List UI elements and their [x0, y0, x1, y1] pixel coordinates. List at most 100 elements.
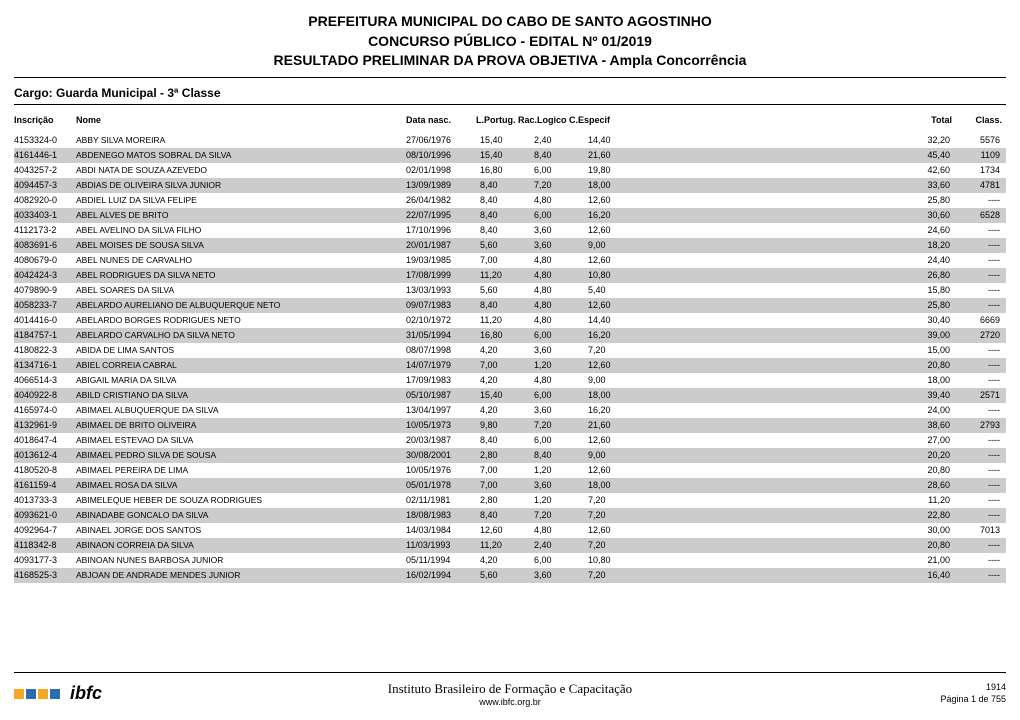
results-table: Inscrição Nome Data nasc. L.Portug. Rac.…: [14, 111, 1006, 583]
cell-total: 30,60: [906, 210, 956, 220]
cell-nome: ABEL ALVES DE BRITO: [76, 210, 406, 220]
table-row: 4168525-3ABJOAN DE ANDRADE MENDES JUNIOR…: [14, 568, 1006, 583]
cell-class: ----: [956, 240, 1006, 250]
cell-date: 10/05/1973: [406, 420, 476, 430]
cell-nome: ABJOAN DE ANDRADE MENDES JUNIOR: [76, 570, 406, 580]
cell-class: ----: [956, 465, 1006, 475]
footer-stamp: 1914: [940, 682, 1006, 694]
cell-inscricao: 4092964-7: [14, 525, 76, 535]
table-row: 4093177-3ABINOAN NUNES BARBOSA JUNIOR05/…: [14, 553, 1006, 568]
divider: [14, 104, 1006, 105]
footer-page: Página 1 de 755: [940, 694, 1006, 706]
cell-score2: 1,20: [530, 360, 584, 370]
cell-total: 42,60: [906, 165, 956, 175]
cell-score2: 6,00: [530, 165, 584, 175]
header-line2: CONCURSO PÚBLICO - EDITAL Nº 01/2019: [14, 32, 1006, 52]
cell-nome: ABDIEL LUIZ DA SILVA FELIPE: [76, 195, 406, 205]
table-row: 4014416-0ABELARDO BORGES RODRIGUES NETO0…: [14, 313, 1006, 328]
cell-inscricao: 4083691-6: [14, 240, 76, 250]
cell-nome: ABDI NATA DE SOUZA AZEVEDO: [76, 165, 406, 175]
cell-inscricao: 4042424-3: [14, 270, 76, 280]
cell-inscricao: 4082920-0: [14, 195, 76, 205]
cell-class: ----: [956, 375, 1006, 385]
cargo-label: Cargo: Guarda Municipal - 3ª Classe: [14, 84, 1006, 102]
cell-score1: 5,60: [476, 240, 530, 250]
cell-total: 24,00: [906, 405, 956, 415]
cell-total: 39,00: [906, 330, 956, 340]
cell-class: 5576: [956, 135, 1006, 145]
cell-nome: ABELARDO AURELIANO DE ALBUQUERQUE NETO: [76, 300, 406, 310]
cell-score3: 5,40: [584, 285, 654, 295]
cell-inscricao: 4134716-1: [14, 360, 76, 370]
cell-total: 22,80: [906, 510, 956, 520]
cell-score3: 7,20: [584, 540, 654, 550]
cell-score1: 8,40: [476, 510, 530, 520]
cell-total: 16,40: [906, 570, 956, 580]
table-row: 4093621-0ABINADABE GONCALO DA SILVA18/08…: [14, 508, 1006, 523]
cell-class: ----: [956, 570, 1006, 580]
cell-inscricao: 4033403-1: [14, 210, 76, 220]
cell-score1: 2,80: [476, 450, 530, 460]
table-row: 4040922-8ABILD CRISTIANO DA SILVA05/10/1…: [14, 388, 1006, 403]
cell-inscricao: 4058233-7: [14, 300, 76, 310]
footer-center: Instituto Brasileiro de Formação e Capac…: [14, 681, 1006, 707]
cell-class: 1109: [956, 150, 1006, 160]
cell-date: 20/03/1987: [406, 435, 476, 445]
table-row: 4118342-8ABINAON CORREIA DA SILVA11/03/1…: [14, 538, 1006, 553]
cell-score3: 16,20: [584, 210, 654, 220]
cell-nome: ABINAON CORREIA DA SILVA: [76, 540, 406, 550]
cell-date: 13/04/1997: [406, 405, 476, 415]
cell-nome: ABIMAEL ESTEVAO DA SILVA: [76, 435, 406, 445]
cell-nome: ABBY SILVA MOREIRA: [76, 135, 406, 145]
cell-total: 26,80: [906, 270, 956, 280]
cell-inscricao: 4043257-2: [14, 165, 76, 175]
cell-score2: 8,40: [530, 450, 584, 460]
table-row: 4058233-7ABELARDO AURELIANO DE ALBUQUERQ…: [14, 298, 1006, 313]
cell-nome: ABDIAS DE OLIVEIRA SILVA JUNIOR: [76, 180, 406, 190]
header-line1: PREFEITURA MUNICIPAL DO CABO DE SANTO AG…: [14, 12, 1006, 32]
cell-nome: ABEL RODRIGUES DA SILVA NETO: [76, 270, 406, 280]
cell-date: 08/07/1998: [406, 345, 476, 355]
cell-score1: 15,40: [476, 390, 530, 400]
cell-total: 24,60: [906, 225, 956, 235]
cell-score3: 19,80: [584, 165, 654, 175]
cell-date: 19/03/1985: [406, 255, 476, 265]
cell-date: 17/08/1999: [406, 270, 476, 280]
cell-score2: 7,20: [530, 420, 584, 430]
col-data-nasc: Data nasc.: [406, 115, 476, 125]
cell-score1: 8,40: [476, 195, 530, 205]
cell-inscricao: 4161446-1: [14, 150, 76, 160]
cell-total: 25,80: [906, 300, 956, 310]
cell-inscricao: 4184757-1: [14, 330, 76, 340]
cell-score2: 4,80: [530, 375, 584, 385]
table-row: 4079890-9ABEL SOARES DA SILVA13/03/19935…: [14, 283, 1006, 298]
cell-nome: ABINAEL JORGE DOS SANTOS: [76, 525, 406, 535]
cell-inscricao: 4112173-2: [14, 225, 76, 235]
table-row: 4083691-6ABEL MOISES DE SOUSA SILVA20/01…: [14, 238, 1006, 253]
cell-score3: 7,20: [584, 570, 654, 580]
cell-total: 30,00: [906, 525, 956, 535]
cell-score1: 4,20: [476, 555, 530, 565]
cell-inscricao: 4180520-8: [14, 465, 76, 475]
cell-total: 15,00: [906, 345, 956, 355]
cell-class: 6669: [956, 315, 1006, 325]
cell-date: 30/08/2001: [406, 450, 476, 460]
cell-score3: 12,60: [584, 225, 654, 235]
cell-class: 2793: [956, 420, 1006, 430]
cell-score3: 14,40: [584, 315, 654, 325]
divider: [14, 77, 1006, 78]
cell-score3: 16,20: [584, 405, 654, 415]
cell-inscricao: 4013612-4: [14, 450, 76, 460]
cell-score2: 7,20: [530, 510, 584, 520]
cell-score1: 5,60: [476, 570, 530, 580]
cell-total: 18,20: [906, 240, 956, 250]
cell-score3: 12,60: [584, 255, 654, 265]
cell-date: 02/01/1998: [406, 165, 476, 175]
cell-nome: ABDENEGO MATOS SOBRAL DA SILVA: [76, 150, 406, 160]
cell-score2: 3,60: [530, 405, 584, 415]
cell-class: ----: [956, 360, 1006, 370]
cell-class: ----: [956, 285, 1006, 295]
cell-total: 32,20: [906, 135, 956, 145]
cell-inscricao: 4013733-3: [14, 495, 76, 505]
cell-date: 18/08/1983: [406, 510, 476, 520]
